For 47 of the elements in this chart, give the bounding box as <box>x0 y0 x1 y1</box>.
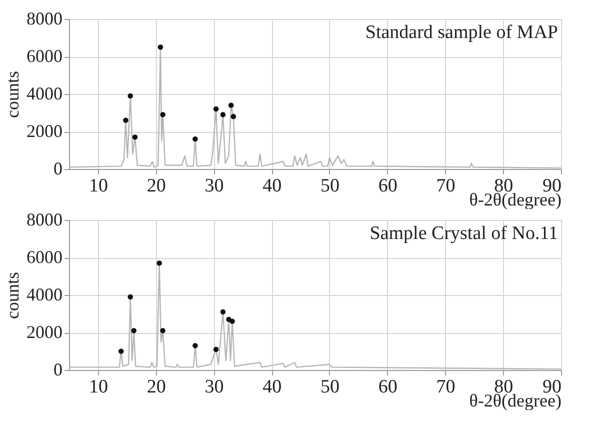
point <box>118 348 124 354</box>
point <box>160 328 166 334</box>
point <box>213 106 219 112</box>
point <box>128 93 133 99</box>
point <box>156 260 162 266</box>
y-axis-title: counts <box>2 272 22 319</box>
x-tick-label: 50 <box>320 176 340 196</box>
y-tick-label: 8000 <box>26 8 62 28</box>
point <box>132 134 138 140</box>
x-tick-label: 50 <box>320 376 340 398</box>
y-tick-label: 2000 <box>26 322 62 342</box>
x-tick-label: 10 <box>88 376 108 398</box>
x-tick-label: 10 <box>88 176 108 196</box>
point <box>128 294 133 300</box>
point <box>220 309 226 315</box>
x-tick-label: 20 <box>146 176 166 196</box>
y-tick-label: 4000 <box>26 284 62 304</box>
x-tick-label: 60 <box>378 176 398 196</box>
y-tick-label: 8000 <box>26 210 62 230</box>
y-tick-label: 4000 <box>26 84 62 104</box>
point <box>228 102 234 108</box>
point <box>160 112 166 118</box>
point <box>213 346 219 352</box>
annotation: Standard sample of MAP <box>365 22 558 43</box>
annotation: Sample Crystal of No.11 <box>370 223 558 244</box>
x-tick-label: 70 <box>436 176 456 196</box>
x-tick-label: 40 <box>262 176 282 196</box>
point <box>131 328 136 334</box>
y-tick-label: 2000 <box>26 121 62 141</box>
point <box>230 318 235 324</box>
point <box>123 118 128 123</box>
point <box>158 44 164 50</box>
y-tick-label: 0 <box>54 360 62 380</box>
y-axis-title: counts <box>2 71 22 118</box>
point <box>230 114 236 120</box>
x-tick-label: 30 <box>204 176 224 196</box>
point <box>220 112 226 118</box>
x-tick-label: 40 <box>262 376 282 398</box>
point <box>192 342 198 348</box>
x-tick-label: 30 <box>204 376 224 398</box>
y-tick-label: 0 <box>54 158 62 178</box>
y-tick-label: 6000 <box>26 247 62 267</box>
x-tick-label: 20 <box>146 376 166 398</box>
x-tick-label: 70 <box>436 376 456 398</box>
y-tick-label: 6000 <box>26 46 62 66</box>
x-tick-label: 60 <box>378 376 398 398</box>
point <box>192 136 198 142</box>
